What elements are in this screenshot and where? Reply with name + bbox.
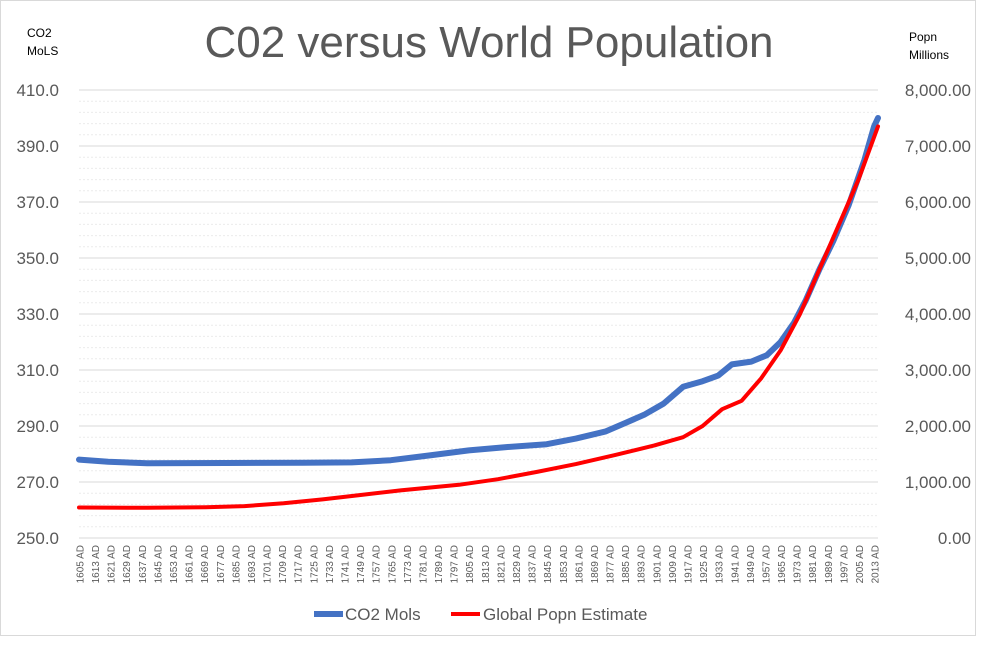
x-tick-label: 1709 AD xyxy=(278,545,289,583)
x-tick-label: 1885 AD xyxy=(621,545,632,583)
chart-frame: C02 versus World Population CO2 MoLS Pop… xyxy=(0,0,976,636)
y-right-tick-label: 2,000.00 xyxy=(905,417,971,436)
x-tick-label: 1925 AD xyxy=(699,545,710,583)
x-tick-label: 1677 AD xyxy=(216,545,227,583)
y-right-tick-label: 5,000.00 xyxy=(905,249,971,268)
x-tick-label: 1701 AD xyxy=(263,545,274,583)
x-tick-label: 1893 AD xyxy=(637,545,648,583)
y-left-tick-label: 250.0 xyxy=(16,529,59,548)
y-left-label-line-1: CO2 xyxy=(27,26,52,40)
x-tick-label: 1741 AD xyxy=(341,545,352,583)
y-left-tick-label: 270.0 xyxy=(16,473,59,492)
y-left-tick-label: 370.0 xyxy=(16,193,59,212)
series-line-co2 xyxy=(76,115,881,467)
x-tick-label: 1933 AD xyxy=(715,545,726,583)
y-left-ticks: 410.0 390.0 370.0 350.0 330.0 310.0 290.0 270.0… xyxy=(16,81,59,548)
x-tick-label: 1805 AD xyxy=(465,545,476,583)
y-right-ticks: 8,000.00 7,000.00 6,000.00 5,000.00 4,000.00… xyxy=(905,81,971,548)
x-tick-label: 1733 AD xyxy=(325,545,336,583)
x-tick-label: 1813 AD xyxy=(481,545,492,583)
series-lines xyxy=(76,115,881,510)
x-tick-label: 1949 AD xyxy=(746,545,757,583)
x-tick-label: 1629 AD xyxy=(122,545,133,583)
x-tick-label: 1941 AD xyxy=(730,545,741,583)
x-tick-label: 1901 AD xyxy=(652,545,663,583)
x-tick-label: 1725 AD xyxy=(309,545,320,583)
x-tick-label: 1981 AD xyxy=(808,545,819,583)
x-tick-label: 1877 AD xyxy=(606,545,617,583)
gridlines xyxy=(79,89,878,539)
y-right-tick-label: 4,000.00 xyxy=(905,305,971,324)
x-tick-label: 1693 AD xyxy=(247,545,258,583)
x-tick-label: 2013 AD xyxy=(871,545,882,583)
y-right-label-line-2: Millions xyxy=(909,48,949,62)
legend-label-popn: Global Popn Estimate xyxy=(483,605,647,624)
x-tick-label: 1853 AD xyxy=(559,545,570,583)
legend: CO2 Mols Global Popn Estimate xyxy=(314,605,647,624)
x-tick-label: 1869 AD xyxy=(590,545,601,583)
y-left-tick-label: 290.0 xyxy=(16,417,59,436)
y-left-tick-label: 310.0 xyxy=(16,361,59,380)
x-tick-label: 1749 AD xyxy=(356,545,367,583)
x-tick-label: 1973 AD xyxy=(793,545,804,583)
y-right-tick-label: 8,000.00 xyxy=(905,81,971,100)
y-left-tick-label: 410.0 xyxy=(16,81,59,100)
y-right-tick-label: 0.00 xyxy=(938,529,971,548)
legend-label-co2: CO2 Mols xyxy=(345,605,421,624)
chart-title: C02 versus World Population xyxy=(204,18,773,67)
x-tick-label: 1965 AD xyxy=(777,545,788,583)
y-left-tick-label: 330.0 xyxy=(16,305,59,324)
x-tick-label: 1621 AD xyxy=(107,545,118,583)
y-right-label-line-1: Popn xyxy=(909,30,937,44)
y-left-tick-label: 350.0 xyxy=(16,249,59,268)
x-tick-label: 1997 AD xyxy=(839,545,850,583)
y-right-tick-label: 3,000.00 xyxy=(905,361,971,380)
x-tick-label: 1637 AD xyxy=(138,545,149,583)
x-tick-label: 1781 AD xyxy=(419,545,430,583)
y-left-label-line-2: MoLS xyxy=(27,44,58,58)
x-tick-label: 1661 AD xyxy=(185,545,196,583)
y-left-tick-label: 390.0 xyxy=(16,137,59,156)
x-tick-label: 1717 AD xyxy=(294,545,305,583)
series-line-popn xyxy=(77,124,880,510)
x-tick-label: 1789 AD xyxy=(434,545,445,583)
x-tick-label: 1957 AD xyxy=(761,545,772,583)
x-tick-label: 1797 AD xyxy=(450,545,461,583)
x-tick-label: 1653 AD xyxy=(169,545,180,583)
x-tick-label: 1757 AD xyxy=(372,545,383,583)
x-tick-label: 1989 AD xyxy=(824,545,835,583)
x-tick-label: 1845 AD xyxy=(543,545,554,583)
x-tick-label: 1613 AD xyxy=(91,545,102,583)
x-tick-label: 2005 AD xyxy=(855,545,866,583)
x-tick-label: 1645 AD xyxy=(153,545,164,583)
x-tick-label: 1685 AD xyxy=(231,545,242,583)
chart-svg: C02 versus World Population CO2 MoLS Pop… xyxy=(16,18,971,624)
x-tick-label: 1829 AD xyxy=(512,545,523,583)
y-right-tick-label: 7,000.00 xyxy=(905,137,971,156)
x-tick-label: 1909 AD xyxy=(668,545,679,583)
x-tick-label: 1861 AD xyxy=(574,545,585,583)
x-tick-label: 1605 AD xyxy=(76,545,87,583)
x-ticks: 1605 AD 1613 AD 1621 AD 1629 AD 1637 AD 1645 … xyxy=(76,545,882,583)
y-right-tick-label: 1,000.00 xyxy=(905,473,971,492)
y-right-tick-label: 6,000.00 xyxy=(905,193,971,212)
x-tick-label: 1669 AD xyxy=(200,545,211,583)
x-tick-label: 1821 AD xyxy=(496,545,507,583)
x-tick-label: 1765 AD xyxy=(387,545,398,583)
x-tick-label: 1917 AD xyxy=(684,545,695,583)
x-tick-label: 1773 AD xyxy=(403,545,414,583)
x-tick-label: 1837 AD xyxy=(528,545,539,583)
